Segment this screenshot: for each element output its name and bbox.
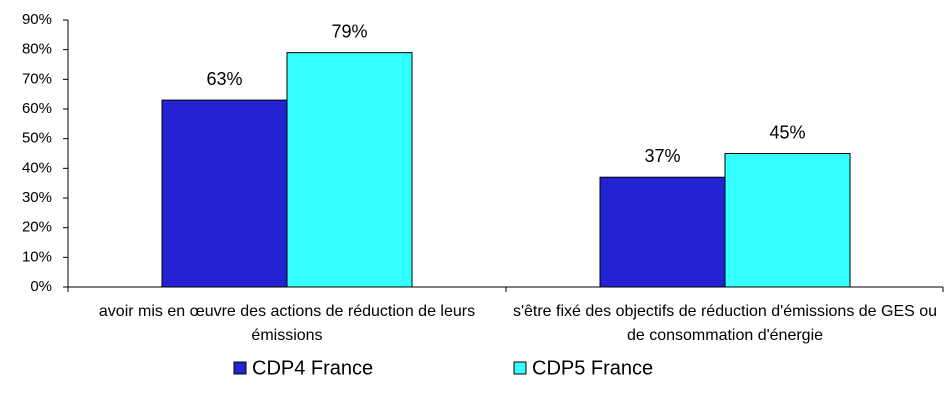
y-tick-label: 60% [22, 100, 52, 117]
data-label: 37% [644, 146, 680, 166]
y-tick-label: 10% [22, 248, 52, 265]
x-tick-label: avoir mis en œuvre des actions de réduct… [98, 303, 476, 344]
bar [286, 52, 413, 288]
data-label: 45% [769, 122, 805, 142]
bar [161, 99, 288, 288]
y-tick-label: 80% [22, 41, 52, 58]
bar [599, 176, 726, 288]
data-label: 79% [331, 21, 367, 41]
legend-label: CDP5 France [532, 357, 653, 379]
y-tick-label: 20% [22, 219, 52, 236]
y-tick-label: 50% [22, 130, 52, 147]
x-tick-label: s'être fixé des objectifs de réduction d… [512, 303, 938, 344]
legend-label: CDP4 France [252, 357, 373, 379]
y-tick-label: 30% [22, 189, 52, 206]
y-tick-label: 40% [22, 159, 52, 176]
legend-swatch [233, 361, 247, 375]
bar [724, 153, 851, 288]
y-tick-label: 70% [22, 70, 52, 87]
data-label: 63% [206, 69, 242, 89]
legend-swatch [513, 361, 527, 375]
y-tick-label: 90% [22, 11, 52, 28]
y-tick-label: 0% [30, 278, 52, 295]
